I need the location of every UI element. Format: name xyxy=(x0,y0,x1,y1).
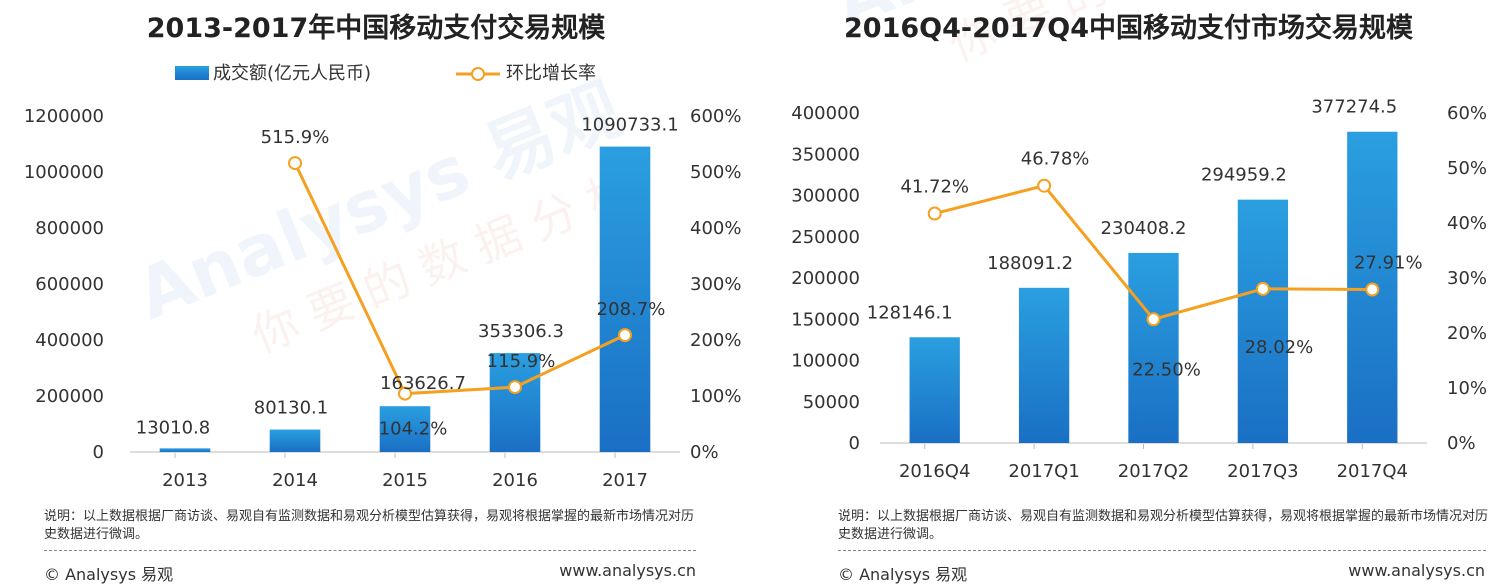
right-bar-data-label: 377274.5 xyxy=(1311,97,1397,118)
right-y-tick-label: 200000 xyxy=(791,268,860,289)
right-copyright: © Analysys 易观 xyxy=(838,565,968,584)
left-bar-data-label: 13010.8 xyxy=(136,417,210,438)
left-legend-bar-swatch xyxy=(175,66,209,80)
right-bar xyxy=(1128,252,1179,443)
left-chart-panel: Analysys 易观 你要的数据分析 成交额(亿元人民币) 环比增长率 0 200000… xyxy=(0,0,752,586)
right-x-tick-label: 2016Q4 xyxy=(899,461,970,482)
left-line-data-label: 515.9% xyxy=(261,127,330,148)
left-bar-data-label: 1090733.1 xyxy=(581,115,678,136)
left-line-point xyxy=(288,156,302,171)
left-line-series xyxy=(293,162,626,396)
right-bar-data-label: 188091.2 xyxy=(987,253,1073,274)
left-y-tick-label: 1000000 xyxy=(24,162,104,183)
left-bar xyxy=(489,353,541,452)
right-line-point xyxy=(927,206,942,221)
left-x-tick-label: 2016 xyxy=(492,470,538,491)
left-bar xyxy=(269,429,321,452)
right-chart-panel: Analysys 易观你要的数据分析交易规模（亿元 人民币）环比增长率05000… xyxy=(752,0,1505,586)
left-bar xyxy=(599,146,651,452)
right-y2-tick-label: 20% xyxy=(1447,323,1487,344)
left-bar-data-label: 80130.1 xyxy=(254,398,328,419)
right-bar xyxy=(909,337,960,443)
right-bar xyxy=(1237,199,1289,443)
right-chart-title: 2016Q4-2017Q4中国移动支付市场交易规模 xyxy=(844,13,1413,44)
left-y2-tick-label: 300% xyxy=(690,274,741,295)
right-y-tick-label: 350000 xyxy=(791,144,860,165)
left-bar-data-label: 163626.7 xyxy=(380,373,466,394)
left-y-tick-label: 0 xyxy=(93,442,104,463)
right-x-tick-label: 2017Q2 xyxy=(1118,461,1189,482)
right-x-tick-label: 2017Q1 xyxy=(1008,461,1079,482)
right-line-data-label: 41.72% xyxy=(900,177,969,198)
right-y-tick-label: 150000 xyxy=(791,309,860,330)
right-y-tick-label: 250000 xyxy=(791,227,860,248)
right-y2-tick-label: 40% xyxy=(1447,213,1487,234)
right-y-tick-label: 0 xyxy=(849,433,860,454)
right-bar xyxy=(1018,287,1070,443)
right-line-point xyxy=(1365,282,1380,297)
left-y-tick-label: 200000 xyxy=(35,386,104,407)
right-line-data-label: 46.78% xyxy=(1021,149,1090,170)
left-legend-line-label: 环比增长率 xyxy=(506,63,596,84)
right-divider xyxy=(838,550,1486,551)
left-footnote: 说明：以上数据根据厂商访谈、易观自有监测数据和易观分析模型估算获得，易观将根据掌… xyxy=(44,509,695,542)
right-y2-tick-label: 60% xyxy=(1447,103,1487,124)
right-y-tick-label: 300000 xyxy=(791,186,860,207)
right-chart: Analysys 易观你要的数据分析交易规模（亿元 人民币）环比增长率05000… xyxy=(791,0,1487,482)
right-bar-data-label: 294959.2 xyxy=(1201,165,1287,186)
left-legend-bar-label: 成交额(亿元人民币) xyxy=(213,63,371,84)
right-site-url: www.analysys.cn xyxy=(1348,561,1485,580)
right-line-data-label: 27.91% xyxy=(1354,252,1423,273)
left-line-point xyxy=(508,380,522,395)
right-y2-tick-label: 10% xyxy=(1447,378,1487,399)
left-y2-tick-label: 600% xyxy=(690,106,741,127)
left-legend-line-marker xyxy=(471,67,485,81)
left-bar xyxy=(159,448,211,452)
left-x-tick-label: 2017 xyxy=(602,470,648,491)
left-x-tick-label: 2014 xyxy=(272,470,318,491)
right-line-data-label: 28.02% xyxy=(1245,337,1314,358)
left-bar xyxy=(379,406,431,452)
left-line-data-label: 115.9% xyxy=(487,351,556,372)
left-y-tick-label: 1200000 xyxy=(24,106,104,127)
right-line-point xyxy=(1146,312,1161,327)
left-line-data-label: 208.7% xyxy=(597,299,666,320)
right-line-point xyxy=(1037,178,1052,193)
left-copyright: © Analysys 易观 xyxy=(44,565,174,584)
left-y-tick-label: 400000 xyxy=(35,330,104,351)
left-y-tick-label: 800000 xyxy=(35,218,104,239)
left-y2-tick-label: 400% xyxy=(690,218,741,239)
left-bar-data-label: 353306.3 xyxy=(478,321,564,342)
right-line-point xyxy=(1255,281,1270,296)
left-y2-tick-label: 100% xyxy=(690,386,741,407)
right-y2-tick-label: 0% xyxy=(1447,433,1476,454)
left-line-point xyxy=(398,386,412,401)
left-legend: 成交额(亿元人民币) 环比增长率 xyxy=(175,63,596,84)
left-y2-tick-label: 200% xyxy=(690,330,741,351)
right-line-data-label: 22.50% xyxy=(1132,359,1201,380)
left-x-tick-label: 2013 xyxy=(162,470,208,491)
right-bar-data-label: 128146.1 xyxy=(867,302,953,323)
right-y2-tick-label: 50% xyxy=(1447,158,1487,179)
left-chart-title: 2013-2017年中国移动支付交易规模 xyxy=(146,13,606,44)
right-y-tick-label: 100000 xyxy=(791,351,860,372)
left-line-data-label: 104.2% xyxy=(379,419,448,440)
right-x-tick-label: 2017Q4 xyxy=(1337,461,1408,482)
left-line-point xyxy=(618,328,632,343)
left-divider xyxy=(44,550,696,551)
right-y-tick-label: 50000 xyxy=(803,392,860,413)
right-y2-tick-label: 30% xyxy=(1447,268,1487,289)
right-bar-data-label: 230408.2 xyxy=(1101,218,1187,239)
left-x-tick-label: 2015 xyxy=(382,470,428,491)
right-y-tick-label: 400000 xyxy=(791,103,860,124)
left-y2-tick-label: 0% xyxy=(690,442,719,463)
left-y-tick-label: 600000 xyxy=(35,274,104,295)
right-footnote: 说明：以上数据根据厂商访谈、易观自有监测数据和易观分析模型估算获得，易观将根据掌… xyxy=(838,509,1489,542)
left-y2-tick-label: 500% xyxy=(690,162,741,183)
right-x-tick-label: 2017Q3 xyxy=(1227,461,1298,482)
left-site-url: www.analysys.cn xyxy=(559,561,696,580)
